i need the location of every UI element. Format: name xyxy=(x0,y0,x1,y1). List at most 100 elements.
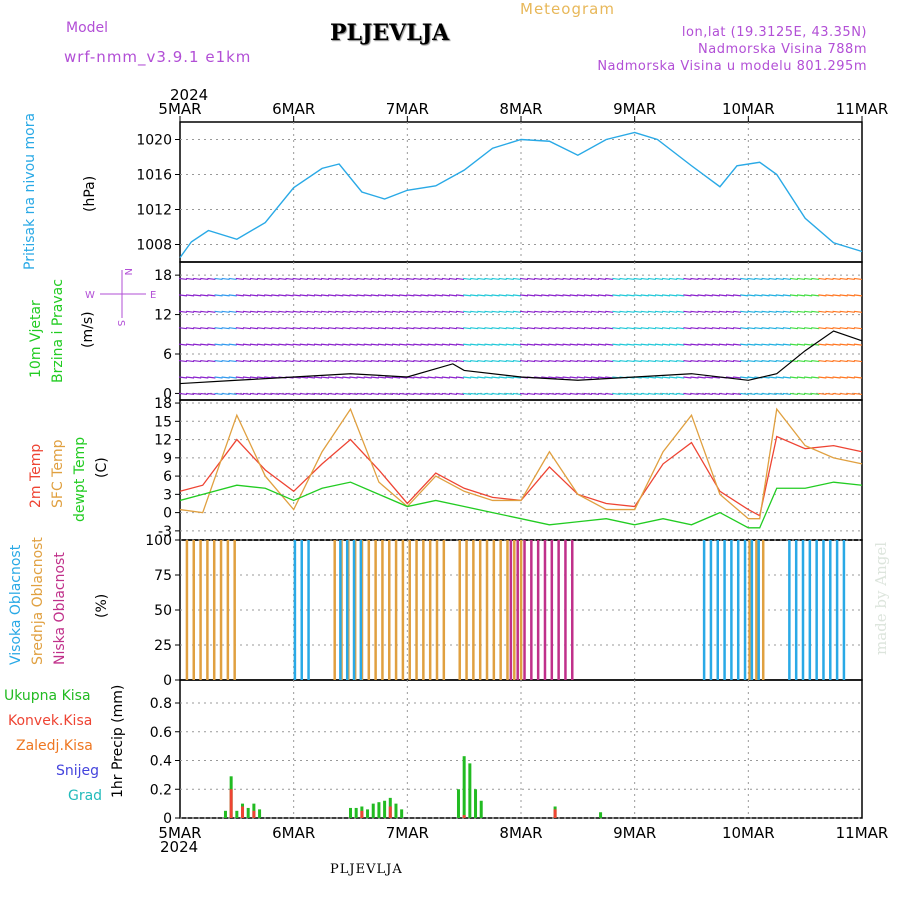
wind-arrow xyxy=(775,310,784,313)
cloud-ytick-label: 50 xyxy=(154,603,172,619)
pressure-ytick-label: 1012 xyxy=(136,203,172,219)
wind-arrow xyxy=(811,277,820,281)
wind-arrow xyxy=(832,327,841,330)
wind-arrow xyxy=(285,343,294,346)
cloud-bar xyxy=(755,540,758,680)
wind-arrow xyxy=(463,376,472,379)
wind-arrow xyxy=(377,343,386,346)
wind-arrow xyxy=(392,392,401,396)
wind-arrow xyxy=(306,392,315,396)
wind-arrow xyxy=(569,277,578,281)
wind-arrow xyxy=(313,327,323,330)
cloud-bar xyxy=(709,540,713,680)
wind-arrow xyxy=(384,343,394,346)
compass-w: W xyxy=(85,290,95,301)
cloud-bar xyxy=(492,540,496,680)
wind-arrow xyxy=(590,277,600,281)
wind-arrow xyxy=(335,327,344,330)
wind-arrow xyxy=(242,359,252,363)
wind-arrow xyxy=(804,343,813,346)
wind-arrow xyxy=(420,310,429,313)
wind-arrow xyxy=(484,327,493,330)
legend-freezing-rain: Zaledj.Kisa xyxy=(16,738,93,754)
cloud-bar xyxy=(333,540,336,680)
wind-arrow xyxy=(235,376,244,379)
wind-arrow xyxy=(583,359,593,363)
wind-arrow xyxy=(313,277,323,281)
wind-arrow xyxy=(782,376,791,379)
wind-arrow xyxy=(384,359,394,363)
wind-arrow xyxy=(441,376,450,379)
wind-arrow xyxy=(306,359,315,363)
wind-arrow xyxy=(448,392,458,396)
wind-arrow xyxy=(178,359,188,363)
precip-frame xyxy=(179,679,863,819)
wind-arrow xyxy=(271,359,280,363)
cloud-bar xyxy=(788,540,791,680)
wind-arrow xyxy=(455,277,465,281)
wind-arrow xyxy=(789,343,799,346)
wind-arrow xyxy=(818,327,827,330)
cloud-bar xyxy=(557,540,560,680)
wind-arrow xyxy=(853,376,862,379)
cloud-bar xyxy=(829,540,832,680)
wind-arrow xyxy=(605,277,614,281)
wind-arrow xyxy=(612,327,621,330)
wind-arrow xyxy=(825,310,834,313)
wind-arrow xyxy=(690,310,699,313)
wind-arrow xyxy=(484,277,493,281)
wind-arrow xyxy=(740,376,749,379)
wind-arrow xyxy=(363,310,372,313)
wind-arrow xyxy=(420,392,429,396)
wind-arrow xyxy=(427,294,436,297)
wind-ytick-label: 12 xyxy=(154,308,172,324)
wind-arrow xyxy=(349,277,358,281)
wind-arrow xyxy=(491,376,500,379)
wind-arrow xyxy=(470,343,479,346)
wind-arrow xyxy=(512,327,521,330)
cloud-bar xyxy=(293,540,297,680)
wind-arrow xyxy=(619,392,628,396)
wind-arrow xyxy=(626,277,635,281)
precip-ytick-label: 0.8 xyxy=(150,696,172,712)
wind-arrow xyxy=(228,392,237,396)
wind-arrow xyxy=(598,327,607,330)
wind-arrow xyxy=(761,343,770,346)
date-label-bottom: 10MAR xyxy=(722,824,775,842)
wind-arrow xyxy=(448,376,458,379)
cloud-bar xyxy=(794,540,798,680)
compass-s: S xyxy=(115,320,126,326)
wind-arrow xyxy=(242,277,252,281)
wind-arrow xyxy=(853,294,862,297)
temp-ytick-label: 15 xyxy=(154,414,172,430)
wind-arrow xyxy=(441,294,450,297)
wind-arrow xyxy=(527,327,536,330)
date-label-top: 6MAR xyxy=(272,100,315,118)
wind-arrow xyxy=(321,376,330,379)
wind-arrow xyxy=(761,327,770,330)
wind-arrow xyxy=(221,310,230,313)
wind-arrow xyxy=(441,392,450,396)
date-label-top: 7MAR xyxy=(386,100,429,118)
wind-arrow xyxy=(697,343,706,346)
wind-arrow xyxy=(654,277,664,281)
wind-arrow xyxy=(654,327,664,330)
wind-arrow xyxy=(370,376,379,379)
wind-arrow xyxy=(768,277,777,281)
cloud-bar xyxy=(388,540,391,680)
wind-arrow xyxy=(633,310,642,313)
wind-ytick-label: 6 xyxy=(163,347,172,363)
wind-arrow xyxy=(775,277,784,281)
wind-arrow xyxy=(612,343,621,346)
wind-arrow xyxy=(804,294,813,297)
wind-arrow xyxy=(342,392,351,396)
wind-arrow xyxy=(349,310,358,313)
date-label-top: 9MAR xyxy=(613,100,656,118)
wind-arrow xyxy=(292,343,301,346)
wind-arrow xyxy=(434,359,443,363)
wind-arrow xyxy=(441,343,450,346)
wind-arrow xyxy=(832,277,841,281)
wind-arrow xyxy=(662,359,671,363)
wind-arrow xyxy=(725,294,735,297)
wind-arrow xyxy=(413,277,422,281)
